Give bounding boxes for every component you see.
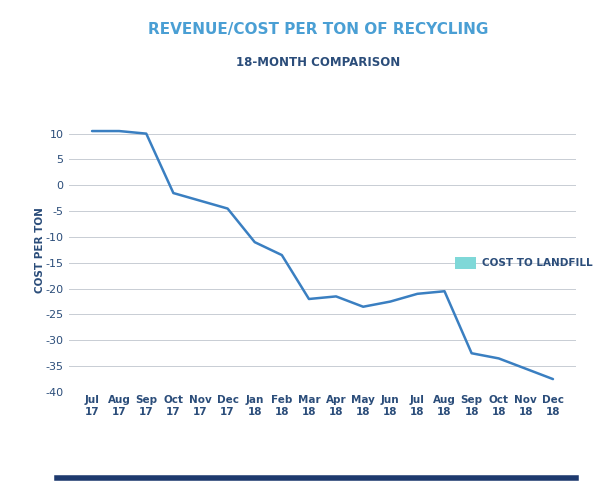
Text: 18-MONTH COMPARISON: 18-MONTH COMPARISON xyxy=(236,56,400,70)
Text: COST TO LANDFILL: COST TO LANDFILL xyxy=(482,258,593,268)
Y-axis label: COST PER TON: COST PER TON xyxy=(35,207,45,293)
Bar xyxy=(455,257,476,269)
Text: REVENUE/COST PER TON OF RECYCLING: REVENUE/COST PER TON OF RECYCLING xyxy=(148,22,488,37)
